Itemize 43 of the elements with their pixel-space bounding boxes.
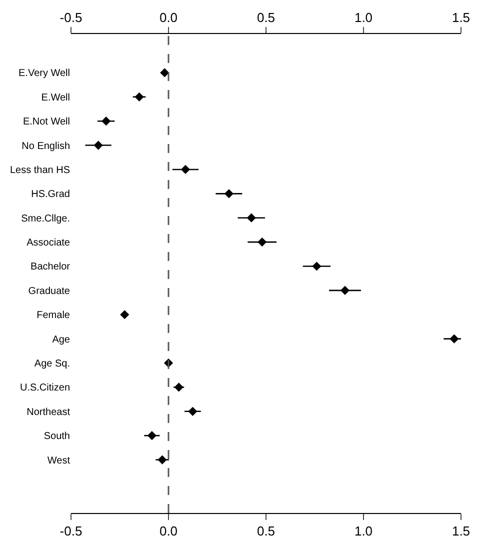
point: [246, 213, 256, 222]
point: [94, 140, 103, 150]
point: [312, 262, 322, 271]
point: [102, 116, 111, 126]
x2-tick-label: -0.5: [60, 524, 82, 539]
point: [188, 406, 198, 416]
y-tick-label: No English: [22, 140, 70, 152]
point: [120, 310, 130, 320]
x-tick-label: -0.5: [60, 10, 82, 25]
point: [224, 189, 234, 198]
y-tick-label: Graduate: [28, 286, 70, 297]
y-tick-label: Age: [52, 334, 70, 346]
x-tick-label: 1.0: [354, 10, 373, 25]
point: [160, 68, 170, 78]
y-tick-label: Bachelor: [30, 262, 71, 273]
x2-tick-label: 0.0: [159, 524, 178, 539]
y-tick-label: U.S.Citizen: [20, 382, 70, 394]
point: [258, 238, 267, 247]
y-tick-label: Age Sq.: [34, 358, 70, 370]
point: [450, 334, 459, 344]
y-tick-label: HS.Grad: [31, 189, 70, 200]
y-tick-label: Female: [36, 310, 70, 322]
y-tick-label: West: [47, 455, 70, 466]
y-tick-label: Associate: [26, 238, 70, 249]
point: [174, 382, 184, 392]
y-tick-label: E.Well: [41, 92, 70, 104]
y-tick-label: E.Very Well: [18, 68, 70, 80]
point: [134, 92, 144, 102]
point: [340, 286, 350, 295]
x-tick-label: 0.5: [256, 10, 276, 25]
point: [147, 431, 156, 440]
point: [158, 455, 167, 464]
x2-tick-label: 0.5: [256, 524, 276, 539]
y-tick-label: Northeast: [26, 406, 70, 418]
y-tick-label: E.Not Well: [22, 116, 70, 128]
x-tick-label: 1.5: [452, 10, 470, 25]
y-tick-label: Sme.Cllge.: [21, 213, 70, 224]
x-tick-label: 0.0: [159, 10, 178, 25]
y-tick-label: Less than HS: [10, 164, 70, 176]
x2-tick-label: 1.0: [354, 524, 373, 539]
point: [180, 164, 190, 174]
x2-tick-label: 1.5: [452, 524, 470, 539]
y-tick-label: South: [44, 431, 70, 442]
